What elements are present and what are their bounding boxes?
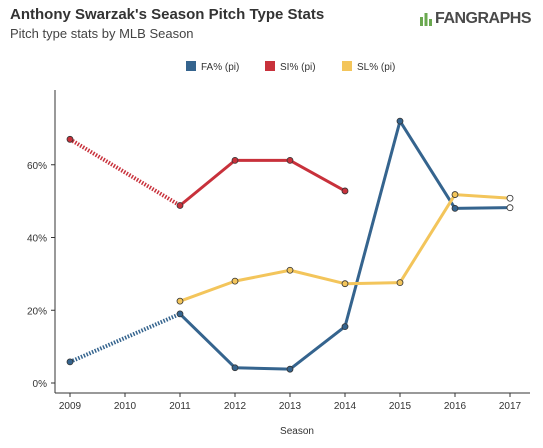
- data-point: [341, 187, 349, 195]
- series-segment: [288, 158, 347, 193]
- legend-label: SL% (pi): [357, 62, 395, 73]
- data-point: [396, 117, 404, 125]
- data-point: [506, 204, 514, 212]
- data-point: [506, 194, 514, 202]
- series-segment: [453, 193, 512, 200]
- data-point: [176, 297, 184, 305]
- legend-swatch: [186, 61, 196, 71]
- y-tick-label: 20%: [27, 306, 47, 317]
- series-segment: [398, 119, 457, 210]
- legend-label: SI% (pi): [280, 62, 316, 73]
- x-tick-label: 2010: [114, 401, 137, 412]
- series-segment: [233, 366, 292, 371]
- fangraphs-logo-text: FANGRAPHS: [435, 10, 531, 27]
- series-segment: [343, 119, 402, 329]
- series-group: [66, 135, 349, 209]
- series-group: [176, 191, 514, 305]
- y-tick-label: 0%: [33, 379, 48, 390]
- data-point: [451, 204, 459, 212]
- chart-title: Anthony Swarzak's Season Pitch Type Stat…: [10, 6, 325, 23]
- fangraphs-logo-icon: [420, 13, 433, 26]
- y-tick-label: 40%: [27, 234, 47, 245]
- x-axis-label: Season: [280, 426, 314, 437]
- legend-swatch: [342, 61, 352, 71]
- series-segment: [398, 193, 457, 285]
- series-group: [66, 117, 514, 373]
- series-segment: [178, 312, 237, 370]
- series-segment-dotted: [68, 137, 182, 208]
- x-tick-label: 2017: [499, 401, 522, 412]
- x-tick-label: 2009: [59, 401, 82, 412]
- series-segment: [343, 281, 402, 286]
- series-segment: [288, 268, 347, 286]
- data-point: [451, 191, 459, 198]
- legend-label: FA% (pi): [201, 62, 239, 73]
- data-point: [231, 364, 239, 372]
- chart-subtitle: Pitch type stats by MLB Season: [10, 26, 194, 41]
- data-point: [176, 202, 184, 209]
- x-tick-label: 2012: [224, 401, 247, 412]
- x-tick-label: 2011: [169, 401, 191, 412]
- x-tick-label: 2015: [389, 401, 412, 412]
- series-segment: [178, 158, 237, 207]
- y-tick-label: 60%: [27, 161, 47, 172]
- data-point: [396, 279, 404, 287]
- data-point: [286, 266, 294, 274]
- chart-axes: 0% 20% 40% 60% 2009 2010 2011 2012 2013 2014 2015 2…: [27, 90, 530, 412]
- data-point: [66, 135, 74, 143]
- series-segment-dotted: [69, 312, 181, 364]
- data-point: [176, 310, 184, 318]
- series-segment: [233, 268, 292, 283]
- x-tick-label: 2014: [334, 401, 357, 412]
- series-segment: [178, 279, 237, 303]
- data-point: [66, 358, 74, 366]
- chart-legend: FA% (pi) SI% (pi) SL% (pi): [186, 61, 395, 73]
- series-segment: [288, 325, 347, 371]
- x-tick-label: 2013: [279, 401, 302, 412]
- legend-swatch: [265, 61, 275, 71]
- chart-series: [66, 117, 514, 373]
- data-point: [231, 277, 239, 285]
- series-segment: [453, 206, 512, 210]
- x-tick-label: 2016: [444, 401, 467, 412]
- data-point: [341, 323, 349, 331]
- fangraphs-logo: FANGRAPHS: [419, 10, 531, 28]
- data-point: [286, 156, 294, 164]
- data-point: [341, 280, 349, 288]
- data-point: [286, 365, 294, 373]
- data-point: [231, 156, 239, 164]
